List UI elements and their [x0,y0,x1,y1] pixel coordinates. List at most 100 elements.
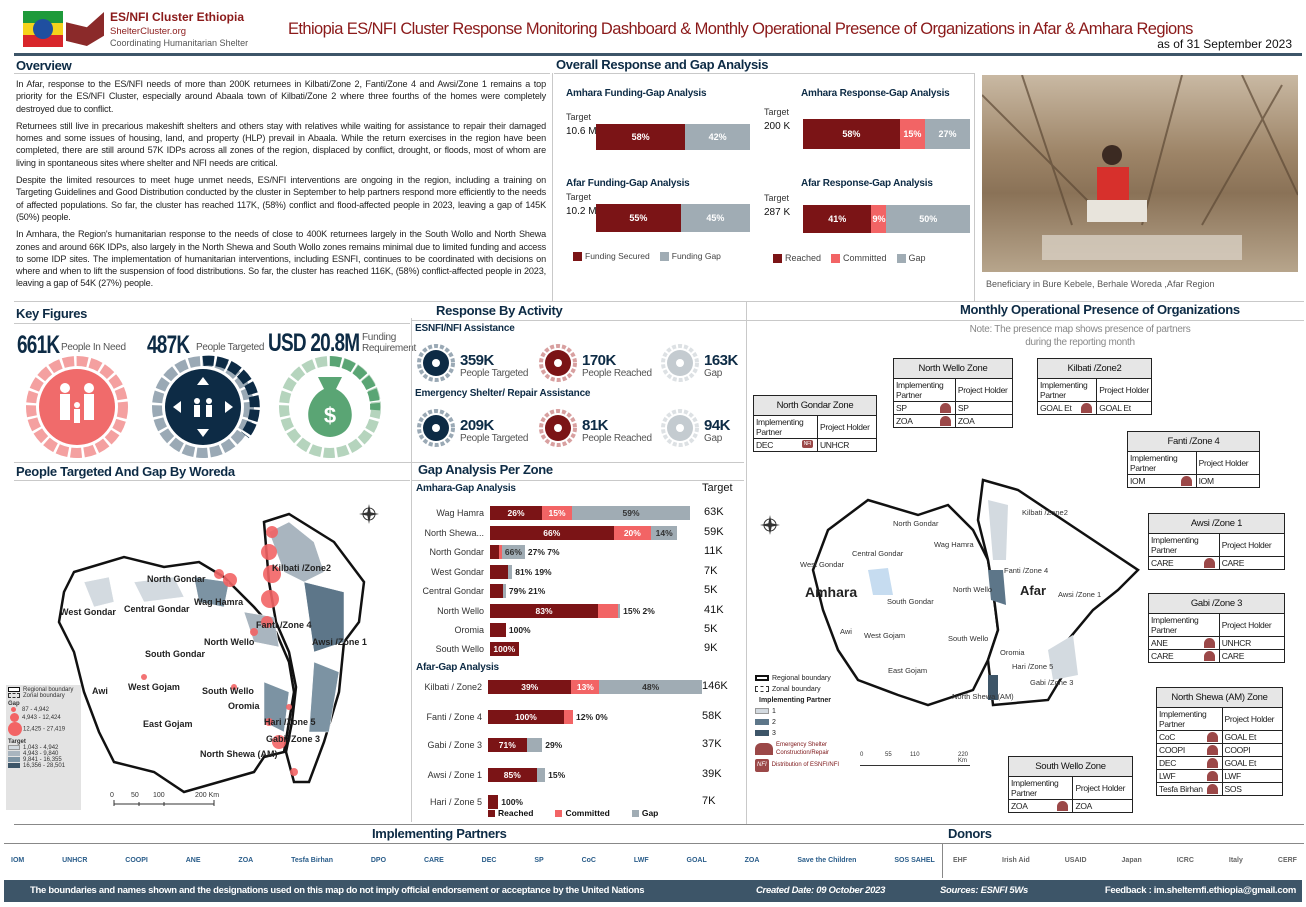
chart-title: Amhara Response-Gap Analysis [801,88,950,99]
partner-logo: CoC [581,856,596,864]
project-holder: UNHCR [816,438,878,452]
photo-illustration [982,75,1298,260]
bar-segment-funding-secured: 55% [596,204,681,232]
partner-logo: ZOA [744,856,760,864]
table-row: Tesfa Birhan SOS [1156,782,1284,796]
column-header-project-holder: Project Holder [1072,776,1133,800]
legend-shelter: Emergency Shelter Construction/Repair [755,741,846,757]
stacked-bar: 58% 42% [596,124,750,150]
legend-gap-item: 87 - 4,942 [8,707,79,713]
zone-table-title: North Shewa (AM) Zone [1156,687,1283,708]
shelter-icon [1203,558,1215,568]
woreda-map-legend: Regional boundary Zonal boundary Gap 87 … [6,685,81,810]
bar-segment-committed: 13% [571,680,600,694]
afar-gap-title: Afar-Gap Analysis [416,662,499,673]
map-label: East Gojam [143,719,193,729]
shelter-icon [1180,476,1192,486]
shelter-icon [939,416,951,426]
zone-target: 9K [704,642,718,654]
activity-item: 359K People Targeted [416,343,528,388]
zone-stacked-bar: 100% [488,710,573,724]
map-label: South Wello [202,686,254,696]
map-label: North Shewa (AM) [200,749,278,759]
activity-value: 170K [582,351,616,369]
people-targeted-icon [152,355,260,458]
map-label: Awi [840,627,852,636]
org-name: ES/NFI Cluster Ethiopia [110,10,245,24]
map-label: North Gondar [893,519,939,528]
gap-zone-target-header: Target [702,482,733,494]
map-label: Amhara [805,584,858,600]
legend-gap-item: 4,943 - 12,424 [8,713,79,723]
compass-icon [359,504,379,524]
zone-stacked-bar [490,564,513,579]
activity-label: People Targeted [460,367,529,379]
table-row: GOAL Et GOAL Et [1036,401,1152,415]
funding-legend: Funding Secured Funding Gap [573,251,721,262]
partner-logo: Save the Children [797,856,857,864]
donor-logo: USAID [1064,856,1087,864]
partner-logo: Tesfa Birhan [291,856,333,864]
zone-row: West Gondar 81% 19% 7K [412,564,742,581]
bar-segment-committed: 15% [899,119,925,149]
zone-row: Wag Hamra 26% 15% 59% 63K [412,506,742,522]
bar-segment-committed [563,710,573,724]
map-label: South Gondar [887,597,934,606]
zone-target: 146K [702,680,728,692]
zone-name: Gabi / Zone 3 [427,740,482,750]
shelter-icon [939,403,951,413]
project-holder: ZOA [954,414,1014,428]
map-label: West Gojam [864,631,906,640]
activity-label: People Reached [582,432,652,444]
bar-segment-reached: 26% [490,506,542,520]
shelter-icon [1206,784,1218,794]
zone-row: South Wello 100% 9K [412,642,742,658]
bar-segment-funding-gap: 45% [680,204,750,232]
target-label: Target [566,112,592,122]
implementing-partner: LWF [1159,771,1176,781]
map-label: Awi [92,686,108,696]
table-row: ZOA ZOA [893,414,1014,428]
target-block: Target 200 K [764,107,790,132]
bar-segment-gap [526,738,543,752]
target-value: 10.2 M [566,206,597,217]
activity-label: People Reached [582,367,652,379]
key-figure-icons: $ [26,355,381,458]
money-bag-icon: $ [279,356,381,458]
zone-stacked-bar: 66% [490,545,525,559]
table-row: CARE CARE [1148,649,1286,663]
map-label: West Gondar [800,560,845,569]
shelter-icon [755,743,773,755]
project-holder: IOM [1195,474,1261,488]
partner-table: North Shewa (AM) Zone Implementing Partne… [1156,687,1284,796]
people-in-need-icon [26,356,128,458]
activity-value: 209K [460,416,494,434]
shelter-icon [1081,403,1093,413]
implementing-partner: DEC [1159,758,1177,768]
partner-logo: DPO [370,856,387,864]
zone-target: 39K [702,768,722,780]
partner-table: Gabi /Zone 3 Implementing Partner Project … [1148,593,1286,663]
activity-value: 94K [704,416,731,434]
kf-value-targeted: 487K [147,331,190,359]
partner-logos: IOM UNHCR COOPI ANE ZOA Tesfa Birhan DPO CARE DE… [8,845,938,875]
outside-data-label: 27% 7% [527,547,560,557]
stacked-bar: 58% 15% 27% [803,119,970,149]
woreda-scale-labels: 0 50 100 200 Km [110,792,220,799]
column-header-project-holder: Project Holder [954,378,1014,402]
implementing-partner: CoC [1159,732,1176,742]
org-site[interactable]: ShelterCluster.org [110,26,187,37]
overview-paragraph: Returnees still live in precarious makes… [16,120,546,168]
activity-label: Gap [704,367,723,379]
donors-title: Donors [948,826,992,841]
target-value: 287 K [764,207,791,218]
zone-row: Central Gondar 79% 21% 5K [412,584,742,600]
chart-title: Amhara Funding-Gap Analysis [566,88,707,99]
zone-name: Kilbati / Zone2 [424,682,482,692]
legend-reached: Reached [488,808,533,818]
bar-segment-funding-gap: 42% [685,124,750,150]
activity-item: 163K Gap [660,343,738,388]
footer-feedback[interactable]: Feedback : im.shelternfi.ethiopia@gmail.… [1104,885,1296,896]
map-label: Fanti /Zone 4 [1004,566,1049,575]
gap-bubbles [141,526,298,776]
